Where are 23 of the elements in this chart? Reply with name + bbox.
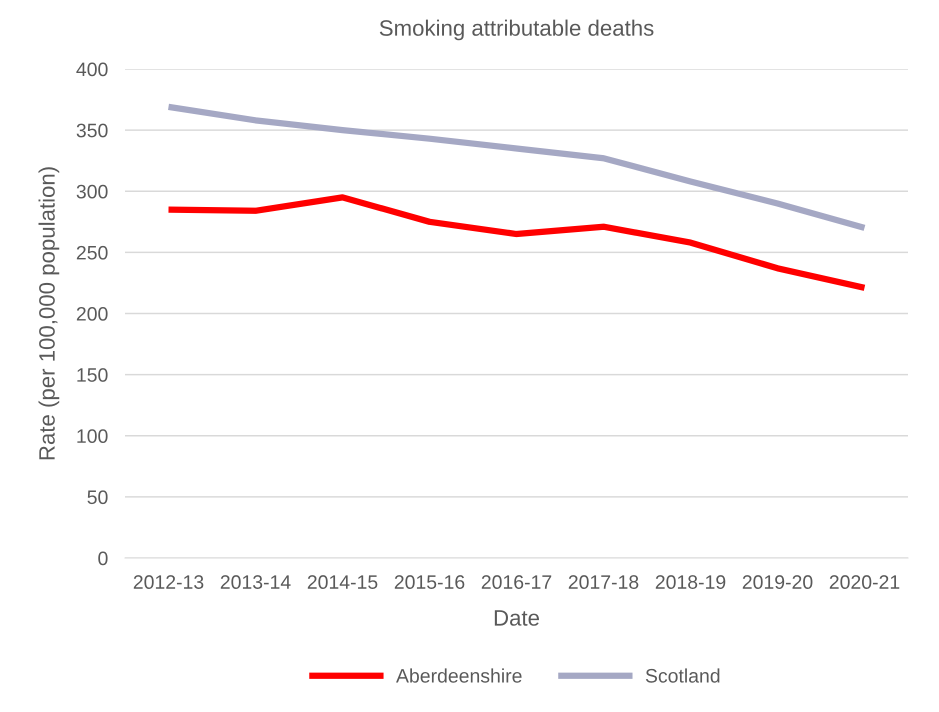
x-axis-title: Date [494,610,539,626]
x-tick-label: 2015-16 [394,575,464,589]
chart-title: Smoking attributable deaths [380,20,654,40]
y-tick-label: 0 [98,551,108,566]
x-tick-label: 2013-14 [220,575,291,589]
x-tick-label: 2016-17 [482,575,552,589]
y-axis-title: Rate (per 100,000 population) [38,167,60,460]
y-tick-label: 250 [76,246,108,260]
y-tick-label: 150 [77,368,108,382]
y-tick-label: 350 [76,124,108,138]
legend-label: Scotland [646,668,720,683]
x-tick-label: 2014-15 [308,575,378,589]
y-tick-label: 50 [87,490,108,504]
legend-label: Aberdeenshire [396,668,522,683]
x-tick-label: 2019-20 [742,575,812,589]
x-tick-label: 2017-18 [568,575,638,589]
y-tick-label: 200 [76,306,108,321]
x-tick-label: 2018-19 [656,575,726,589]
y-tick-label: 400 [76,62,108,76]
x-tick-label: 2012-13 [134,575,204,589]
y-tick-label: 100 [77,429,108,443]
y-tick-label: 300 [76,184,108,198]
x-tick-label: 2020-21 [830,575,900,589]
